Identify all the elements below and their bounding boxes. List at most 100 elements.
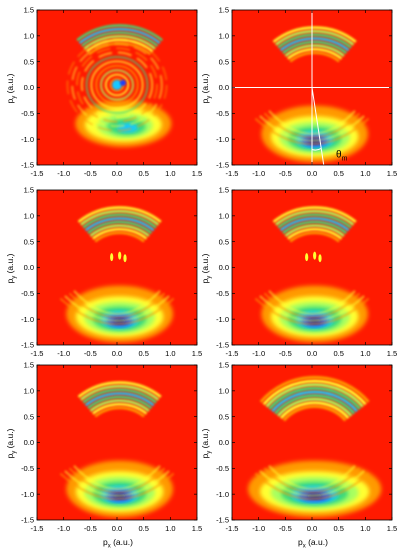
lower-ring: [263, 292, 361, 319]
y-axis-label: py (a.u.): [200, 253, 213, 283]
y-axis-subscript: y: [12, 276, 18, 279]
x-tick-label: 0.0: [112, 169, 122, 178]
x-tick-label: -1.5: [226, 169, 239, 178]
x-tick-label: -1.0: [252, 524, 265, 533]
x-tick-label: 1.0: [165, 349, 175, 358]
y-tick-label: -1.0: [21, 135, 34, 144]
y-tick-label: 1.0: [219, 31, 229, 40]
x-tick-label: 1.5: [192, 524, 202, 533]
x-tick-label: 1.0: [360, 349, 370, 358]
y-axis-symbol: p: [5, 454, 15, 459]
x-tick-label: -1.5: [31, 169, 44, 178]
x-tick-label: -1.0: [57, 169, 70, 178]
lower-ring: [268, 290, 356, 315]
center-ring: [104, 73, 130, 97]
y-tick-label: -1.5: [21, 516, 34, 525]
upper-arc: [275, 209, 355, 226]
y-tick-label: -1.5: [21, 161, 34, 170]
center-ring: [85, 55, 149, 114]
momentum-distribution: [66, 24, 172, 147]
upper-arc: [284, 44, 345, 57]
x-tick-label: 0.0: [307, 524, 317, 533]
momentum-distribution: [59, 206, 175, 343]
y-axis-subscript: y: [207, 96, 213, 99]
upper-arc: [282, 220, 348, 235]
y-tick-label: 0.5: [219, 412, 229, 421]
momentum-distribution: [254, 26, 370, 163]
x-tick-label: 0.0: [112, 524, 122, 533]
lower-ring: [259, 295, 365, 322]
upper-arc: [289, 51, 340, 63]
y-tick-label: 1.5: [219, 361, 229, 370]
x-tick-label: 1.5: [387, 349, 397, 358]
lower-ring: [68, 292, 166, 319]
y-tick-label: 1.5: [219, 6, 229, 15]
upper-arc: [81, 31, 159, 47]
upper-arc: [91, 403, 148, 415]
upper-arc: [84, 392, 155, 407]
y-tick-label: -1.0: [21, 490, 34, 499]
lower-ring: [254, 297, 370, 326]
y-axis-symbol: p: [5, 279, 15, 284]
x-tick-label: -0.5: [84, 169, 97, 178]
lower-ring: [59, 297, 175, 326]
theta-subscript: m: [342, 155, 348, 162]
x-tick-label: -0.5: [279, 524, 292, 533]
panel-b: θm -1.5-1.5 -1.0 -1.0 -0.5 -0.5 0.0 0.0 0.5 0.5 1.…: [200, 6, 397, 178]
upper-arc: [77, 381, 162, 398]
y-axis-subscript: y: [207, 451, 213, 454]
x-axis-unit: (a.u.): [306, 537, 328, 547]
upper-arc: [94, 231, 145, 243]
x-axis-symbol: p: [298, 537, 303, 547]
upper-arc: [277, 213, 352, 229]
upper-arc: [279, 401, 350, 420]
x-tick-label: 1.5: [192, 349, 202, 358]
upper-arc: [282, 40, 348, 55]
center-ring: [76, 47, 158, 123]
panel-f: -1.5-1.5 -1.0 -1.0 -0.5 -0.5 0.0 0.0 0.5 0.5 1.0 1…: [200, 361, 397, 548]
y-tick-label: 0.0: [24, 83, 34, 92]
lower-ring: [68, 467, 166, 494]
x-tick-label: -1.5: [226, 524, 239, 533]
y-axis-symbol: p: [5, 99, 15, 104]
upper-arc: [277, 33, 352, 49]
x-tick-label: -1.0: [252, 169, 265, 178]
y-axis-symbol: p: [200, 279, 210, 284]
y-tick-label: 0.5: [24, 237, 34, 246]
y-tick-label: 1.5: [24, 186, 34, 195]
momentum-distribution: [59, 381, 175, 518]
center-ring: [90, 60, 144, 110]
upper-arc: [82, 213, 157, 229]
y-tick-label: -1.0: [216, 135, 229, 144]
y-tick-label: 1.5: [219, 186, 229, 195]
upper-arc: [80, 209, 160, 226]
upper-arc: [87, 395, 153, 410]
upper-arc: [83, 35, 156, 50]
y-axis-label: py (a.u.): [200, 73, 213, 103]
x-tick-label: 1.5: [387, 169, 397, 178]
y-tick-label: 1.0: [219, 211, 229, 220]
x-tick-label: 1.0: [165, 169, 175, 178]
y-tick-label: 1.0: [24, 211, 34, 220]
upper-arc: [272, 26, 357, 43]
x-tick-label: 1.5: [192, 169, 202, 178]
x-tick-label: 0.0: [307, 349, 317, 358]
x-tick-label: 1.0: [165, 524, 175, 533]
y-axis-unit: (a.u.): [200, 73, 210, 95]
upper-arc: [271, 390, 359, 413]
y-tick-label: 1.0: [24, 386, 34, 395]
upper-arc: [88, 42, 152, 56]
upper-arc: [265, 383, 364, 408]
x-axis-unit: (a.u.): [111, 537, 133, 547]
lower-ring: [263, 467, 361, 494]
upper-arc: [80, 384, 160, 401]
y-tick-label: 0.0: [24, 438, 34, 447]
y-axis-label: py (a.u.): [5, 428, 18, 458]
y-tick-label: 0.0: [219, 83, 229, 92]
upper-arc: [274, 393, 356, 415]
upper-arc: [89, 224, 150, 237]
upper-arc: [78, 27, 161, 45]
lower-ring: [268, 465, 356, 490]
center-ring: [95, 64, 139, 106]
